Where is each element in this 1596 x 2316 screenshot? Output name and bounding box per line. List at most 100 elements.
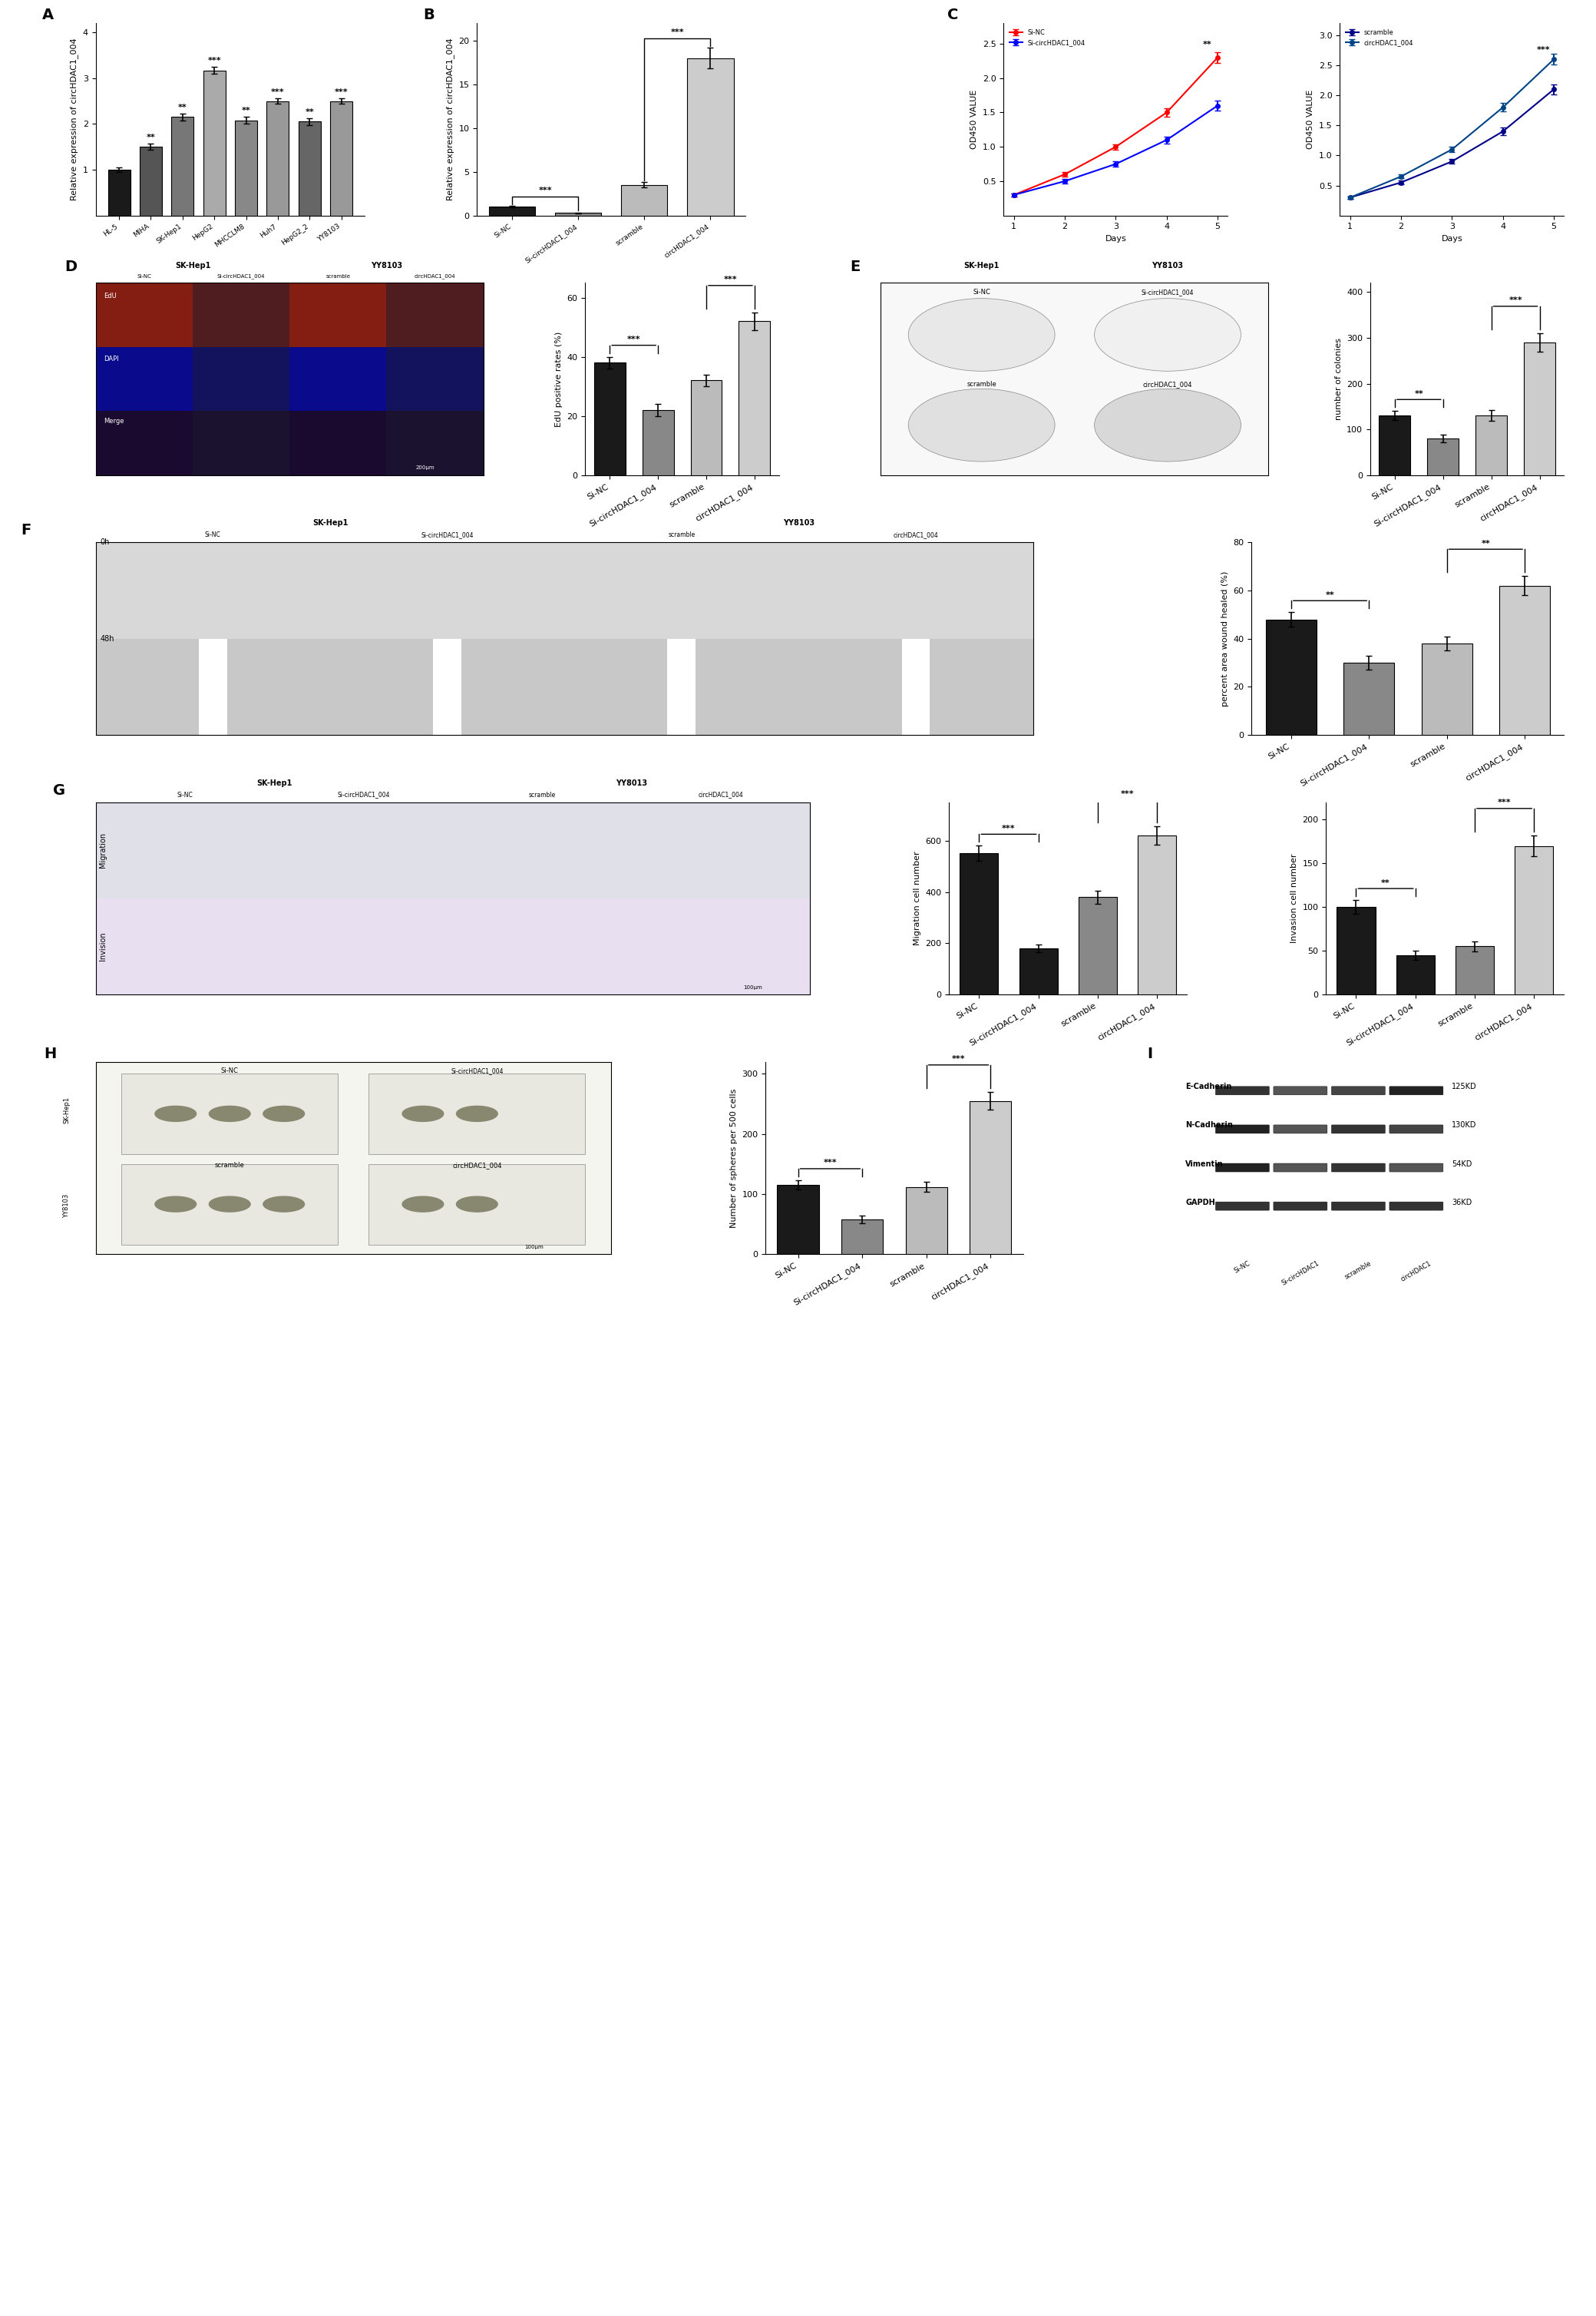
Text: circHDAC1_004: circHDAC1_004 xyxy=(894,533,938,540)
Bar xyxy=(203,69,225,215)
Bar xyxy=(121,1072,338,1153)
Bar xyxy=(1266,618,1317,734)
Bar xyxy=(275,899,453,994)
Bar xyxy=(1079,896,1117,994)
Bar xyxy=(96,639,330,734)
Text: Si-NC: Si-NC xyxy=(1234,1260,1251,1274)
Bar xyxy=(330,639,565,734)
Circle shape xyxy=(402,1197,444,1211)
Bar xyxy=(289,347,386,410)
Legend: Si-NC, Si-circHDAC1_004: Si-NC, Si-circHDAC1_004 xyxy=(1007,25,1087,49)
Bar xyxy=(193,347,289,410)
Circle shape xyxy=(209,1107,251,1121)
Text: F: F xyxy=(21,523,30,537)
Text: scramble: scramble xyxy=(528,792,555,799)
Text: ***: *** xyxy=(1537,46,1550,53)
Text: B: B xyxy=(423,7,434,23)
Bar xyxy=(959,855,999,994)
Bar xyxy=(289,410,386,475)
Text: YY8103: YY8103 xyxy=(784,519,814,528)
Bar xyxy=(330,102,353,215)
Text: Si-NC: Si-NC xyxy=(137,273,152,278)
Bar xyxy=(1456,947,1494,994)
Circle shape xyxy=(456,1107,498,1121)
Text: circHDAC1_004: circHDAC1_004 xyxy=(415,273,455,278)
Bar xyxy=(275,994,453,1091)
Text: ***: *** xyxy=(335,88,348,95)
Circle shape xyxy=(155,1107,196,1121)
Bar xyxy=(798,639,1033,734)
Text: 125KD: 125KD xyxy=(1452,1084,1476,1091)
Text: ***: *** xyxy=(271,88,284,95)
Legend: scramble, circHDAC1_004: scramble, circHDAC1_004 xyxy=(1344,25,1416,49)
Text: 100μm: 100μm xyxy=(523,1244,543,1248)
Text: Si-circHDAC1_004: Si-circHDAC1_004 xyxy=(217,273,265,278)
Y-axis label: Relative expression of circHDAC1_004: Relative expression of circHDAC1_004 xyxy=(70,37,78,201)
Text: H: H xyxy=(45,1047,57,1061)
Text: YY8103: YY8103 xyxy=(1152,262,1184,269)
Bar xyxy=(621,185,667,215)
Text: scramble: scramble xyxy=(326,273,351,278)
Bar xyxy=(841,1218,883,1255)
Text: Si-circHDAC1_004: Si-circHDAC1_004 xyxy=(421,533,474,540)
Text: Merge: Merge xyxy=(104,417,124,424)
Text: ***: *** xyxy=(538,188,552,195)
Bar xyxy=(1020,947,1058,994)
Y-axis label: number of colonies: number of colonies xyxy=(1334,338,1342,419)
Text: E-Cadherin: E-Cadherin xyxy=(1186,1084,1232,1091)
Bar xyxy=(369,1163,586,1244)
Bar xyxy=(970,1100,1012,1255)
Text: EdU: EdU xyxy=(104,292,117,299)
Text: Si-circHDAC1_004: Si-circHDAC1_004 xyxy=(337,792,389,799)
FancyBboxPatch shape xyxy=(1331,1086,1385,1095)
Circle shape xyxy=(1095,389,1242,461)
Text: 54KD: 54KD xyxy=(1452,1160,1472,1167)
Text: Si-NC: Si-NC xyxy=(220,1068,238,1075)
Bar xyxy=(386,347,484,410)
Text: **: ** xyxy=(1326,591,1334,600)
Bar xyxy=(911,734,921,831)
Y-axis label: Relative expression of circHDAC1_004: Relative expression of circHDAC1_004 xyxy=(445,37,455,201)
Bar xyxy=(1396,954,1435,994)
Circle shape xyxy=(155,1197,196,1211)
Bar xyxy=(594,364,626,475)
Circle shape xyxy=(456,1197,498,1211)
FancyBboxPatch shape xyxy=(1331,1163,1385,1172)
Bar xyxy=(565,734,798,831)
FancyBboxPatch shape xyxy=(1274,1202,1328,1211)
Text: D: D xyxy=(65,259,77,273)
Bar xyxy=(96,899,275,994)
Text: circHDAC1: circHDAC1 xyxy=(1400,1260,1433,1283)
FancyBboxPatch shape xyxy=(1390,1202,1443,1211)
Text: ***: *** xyxy=(627,336,640,343)
FancyBboxPatch shape xyxy=(1390,1126,1443,1133)
Bar xyxy=(1499,586,1550,734)
Circle shape xyxy=(908,389,1055,461)
Bar xyxy=(207,734,217,831)
Bar xyxy=(267,102,289,215)
Y-axis label: EdU positive rates (%): EdU positive rates (%) xyxy=(555,331,563,426)
Bar xyxy=(905,1186,948,1255)
Bar xyxy=(235,120,257,215)
Bar xyxy=(1138,836,1176,994)
FancyBboxPatch shape xyxy=(1274,1163,1328,1172)
Circle shape xyxy=(402,1107,444,1121)
Text: YY8103: YY8103 xyxy=(64,1195,70,1218)
Text: DAPI: DAPI xyxy=(104,357,118,364)
Bar xyxy=(1524,343,1555,475)
Text: Si-NC: Si-NC xyxy=(177,792,193,799)
Circle shape xyxy=(209,1197,251,1211)
Text: Si-circHDAC1_004: Si-circHDAC1_004 xyxy=(1141,290,1194,296)
Bar xyxy=(96,283,193,347)
Bar xyxy=(1344,662,1395,734)
FancyBboxPatch shape xyxy=(1216,1086,1269,1095)
Bar xyxy=(677,734,686,831)
Bar xyxy=(453,994,632,1091)
Bar xyxy=(386,410,484,475)
Circle shape xyxy=(263,1197,305,1211)
Bar xyxy=(386,283,484,347)
Bar xyxy=(632,899,811,994)
Bar xyxy=(667,639,696,734)
Text: ***: *** xyxy=(723,276,737,283)
Text: circHDAC1_004: circHDAC1_004 xyxy=(697,792,744,799)
